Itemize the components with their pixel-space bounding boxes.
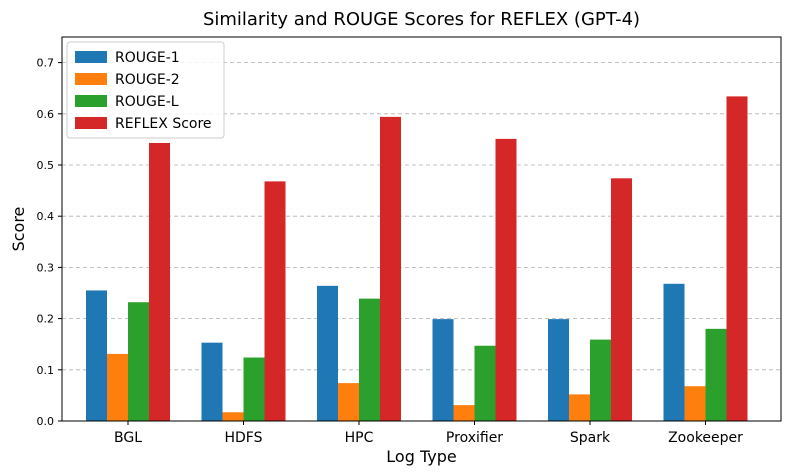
legend-label: REFLEX Score (115, 116, 212, 132)
x-tick-label: HPC (345, 430, 374, 446)
y-tick-label: 0.2 (37, 313, 55, 326)
bar-reflex-score-bgl (149, 142, 170, 421)
y-tick-label: 0.5 (37, 159, 55, 172)
bar-rouge-l-spark (590, 339, 611, 421)
y-tick-label: 0.6 (37, 108, 55, 121)
legend-label: ROUGE-1 (115, 50, 180, 66)
bars (86, 96, 748, 421)
x-tick-label: Proxifier (446, 430, 503, 446)
x-tick-label: HDFS (224, 430, 262, 446)
bar-rouge-2-bgl (107, 353, 128, 421)
bar-rouge-2-proxifier (453, 405, 475, 421)
y-tick-label: 0.4 (37, 210, 55, 223)
x-tick-label: BGL (114, 430, 142, 446)
y-tick-label: 0.0 (37, 415, 55, 428)
y-axis-ticks: 0.0 0.1 0.2 0.3 0.4 0.5 0.6 0.7 (37, 57, 62, 428)
legend-swatch (75, 51, 107, 63)
bar-reflex-score-zookeeper (726, 96, 748, 421)
y-tick-label: 0.3 (37, 261, 55, 274)
legend-label: ROUGE-2 (115, 72, 180, 88)
y-axis-title: Score (9, 207, 28, 252)
bar-rouge-1-bgl (86, 290, 107, 421)
bar-rouge-l-hdfs (243, 357, 265, 421)
y-tick-label: 0.1 (37, 364, 55, 377)
bar-rouge-1-hdfs (201, 342, 223, 421)
bar-rouge-1-spark (548, 319, 569, 421)
legend-swatch (75, 117, 107, 129)
bar-rouge-1-zookeeper (663, 283, 685, 421)
legend-box (66, 41, 225, 139)
bar-reflex-score-hpc (380, 116, 401, 421)
x-axis-ticks: BGL HDFS HPC Proxifier Spark Zookeeper (114, 421, 743, 446)
legend-label: ROUGE-L (115, 94, 179, 110)
bar-rouge-2-hdfs (222, 412, 244, 421)
bar-reflex-score-hdfs (264, 181, 286, 421)
bar-rouge-l-zookeeper (705, 328, 727, 421)
bar-rouge-2-zookeeper (684, 386, 706, 421)
legend-swatch (75, 95, 107, 107)
legend: ROUGE-1 ROUGE-2 ROUGE-L REFLEX Score (66, 41, 225, 139)
chart-title: Similarity and ROUGE Scores for REFLEX (… (203, 9, 640, 30)
bar-reflex-score-proxifier (495, 138, 517, 421)
bar-rouge-1-proxifier (432, 319, 454, 421)
plot-frame (61, 36, 782, 422)
bar-rouge-2-spark (569, 394, 590, 421)
x-tick-label: Zookeeper (668, 430, 743, 446)
bar-rouge-l-bgl (128, 302, 149, 421)
bar-rouge-l-hpc (359, 298, 380, 421)
x-axis-title: Log Type (386, 447, 456, 466)
y-tick-label: 0.7 (37, 57, 55, 70)
x-tick-label: Spark (570, 430, 611, 446)
bar-reflex-score-spark (611, 178, 632, 421)
bar-rouge-l-proxifier (474, 345, 496, 421)
bar-rouge-1-hpc (317, 285, 338, 421)
bar-rouge-2-hpc (338, 383, 359, 421)
legend-swatch (75, 73, 107, 85)
